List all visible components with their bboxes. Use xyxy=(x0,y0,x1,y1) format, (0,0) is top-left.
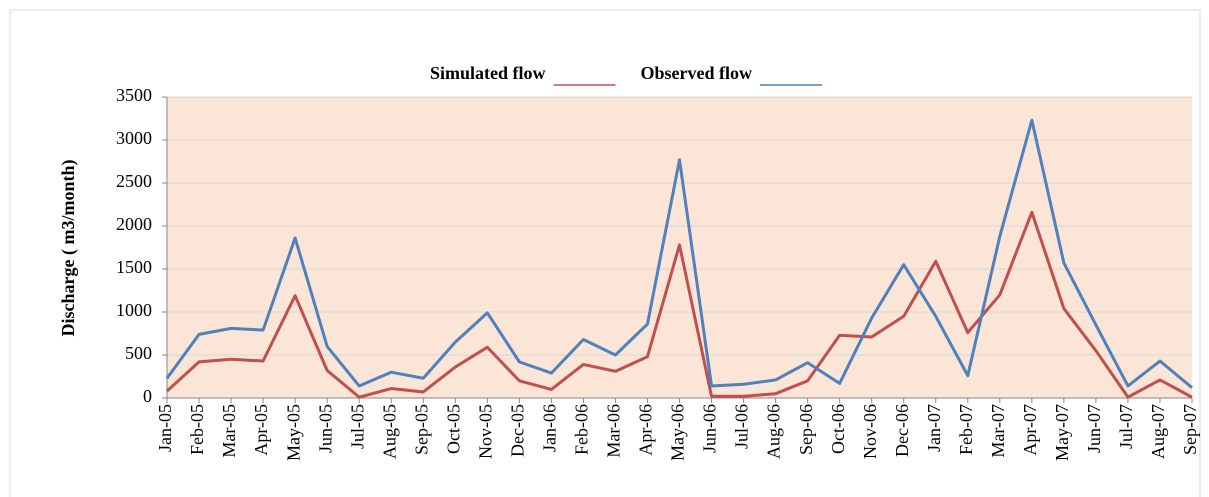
y-tick-label: 2000 xyxy=(116,214,152,234)
x-tick-label: Jan-05 xyxy=(155,404,175,452)
x-tick-label: Feb-05 xyxy=(187,404,207,455)
y-tick-label: 3000 xyxy=(116,128,152,148)
x-tick-label: Nov-06 xyxy=(860,404,880,459)
x-tick-label: Jun-07 xyxy=(1084,404,1104,453)
legend-label: Observed flow xyxy=(641,63,753,83)
x-tick-label: Nov-05 xyxy=(475,404,495,459)
x-tick-label: Apr-07 xyxy=(1020,404,1040,456)
x-tick-label: May-07 xyxy=(1052,404,1072,461)
x-tick-label: Feb-07 xyxy=(956,404,976,455)
x-tick-label: Sep-07 xyxy=(1180,404,1200,455)
x-tick-label: Aug-07 xyxy=(1148,404,1168,459)
x-tick-label: Jul-05 xyxy=(347,404,367,449)
x-tick-label: Jul-06 xyxy=(732,404,752,449)
x-tick-label: Aug-06 xyxy=(764,404,784,459)
legend-label: Simulated flow xyxy=(430,63,546,83)
x-tick-label: Apr-05 xyxy=(251,404,271,456)
x-tick-label: May-06 xyxy=(668,404,688,461)
x-tick-label: Mar-05 xyxy=(219,404,239,458)
y-tick-label: 3500 xyxy=(116,85,152,105)
y-tick-label: 2500 xyxy=(116,171,152,191)
x-tick-label: Apr-06 xyxy=(636,404,656,456)
x-tick-label: Jun-06 xyxy=(700,404,720,453)
x-tick-label: Sep-06 xyxy=(796,404,816,455)
x-tick-label: Oct-05 xyxy=(443,404,463,454)
x-tick-label: Dec-06 xyxy=(892,404,912,457)
x-tick-label: Jan-07 xyxy=(924,404,944,452)
x-tick-label: Feb-06 xyxy=(572,404,592,455)
x-tick-label: Jul-07 xyxy=(1116,404,1136,449)
y-tick-label: 0 xyxy=(143,386,152,406)
x-tick-label: Sep-05 xyxy=(411,404,431,455)
x-tick-label: Oct-06 xyxy=(828,404,848,454)
x-tick-label: Aug-05 xyxy=(379,404,399,459)
x-tick-label: Mar-07 xyxy=(988,404,1008,458)
y-axis-label: Discharge ( m3/month) xyxy=(58,160,79,337)
series-line xyxy=(165,210,1193,399)
y-tick-label: 500 xyxy=(125,343,152,363)
x-tick-label: Jan-06 xyxy=(540,404,560,452)
x-tick-label: Dec-05 xyxy=(507,404,527,457)
y-tick-label: 1000 xyxy=(116,300,152,320)
x-tick-label: May-05 xyxy=(283,404,303,461)
y-tick-label: 1500 xyxy=(116,257,152,277)
x-tick-label: Mar-06 xyxy=(604,404,624,458)
series-line xyxy=(165,118,1193,389)
x-tick-label: Jun-05 xyxy=(315,404,335,453)
